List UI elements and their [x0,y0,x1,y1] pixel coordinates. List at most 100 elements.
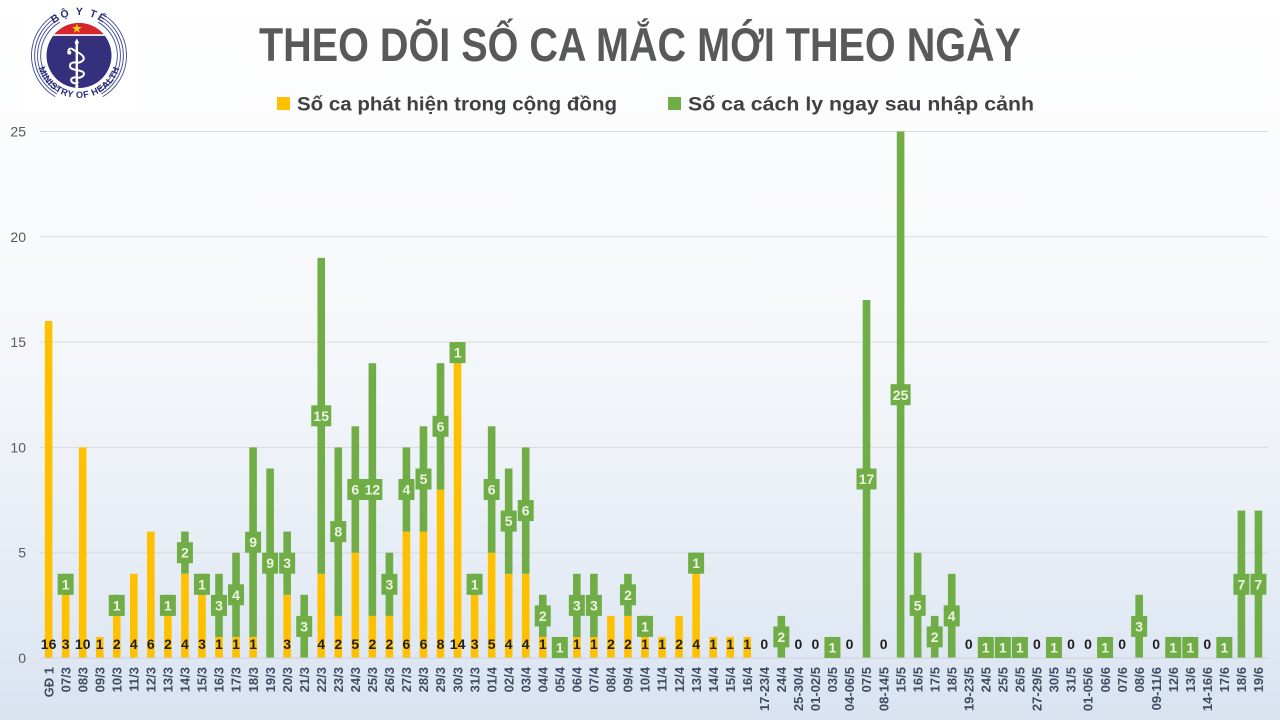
svg-text:3: 3 [215,597,223,613]
svg-text:1: 1 [556,640,564,656]
svg-text:15: 15 [313,408,329,424]
svg-text:1: 1 [249,636,257,652]
svg-text:13/6: 13/6 [1183,667,1198,692]
svg-text:7: 7 [1255,576,1263,592]
svg-text:0: 0 [1033,636,1041,652]
svg-text:17: 17 [859,471,875,487]
svg-text:26/5: 26/5 [1013,667,1028,692]
svg-text:07/4: 07/4 [587,666,602,692]
svg-text:30/3: 30/3 [450,667,465,692]
svg-text:1: 1 [198,576,206,592]
svg-text:07/3: 07/3 [58,667,73,692]
svg-text:29/3: 29/3 [433,667,448,692]
svg-text:02/4: 02/4 [501,666,516,692]
svg-text:11/4: 11/4 [655,666,670,691]
svg-text:01/4: 01/4 [484,666,499,692]
svg-text:03/5: 03/5 [825,667,840,692]
svg-text:5: 5 [18,545,26,561]
svg-text:0: 0 [965,636,973,652]
svg-text:3: 3 [573,597,581,613]
svg-text:1: 1 [1221,640,1229,656]
svg-text:1: 1 [982,640,990,656]
svg-text:5: 5 [351,636,359,652]
svg-text:5: 5 [420,471,428,487]
svg-text:25/5: 25/5 [996,667,1011,692]
svg-text:9: 9 [249,534,257,550]
svg-text:7: 7 [1238,576,1246,592]
svg-text:01-05/6: 01-05/6 [1081,667,1096,711]
svg-text:5: 5 [505,513,513,529]
svg-text:1: 1 [590,636,598,652]
svg-text:16/3: 16/3 [212,667,227,692]
svg-text:5: 5 [488,636,496,652]
svg-text:14/4: 14/4 [706,666,721,692]
svg-text:07/6: 07/6 [1115,667,1130,692]
svg-text:19/6: 19/6 [1251,667,1266,692]
svg-text:2: 2 [386,636,394,652]
svg-text:4: 4 [130,636,138,652]
svg-text:0: 0 [760,636,768,652]
svg-text:21/3: 21/3 [297,667,312,692]
svg-text:09/4: 09/4 [621,666,636,692]
svg-text:15/4: 15/4 [723,666,738,692]
svg-text:14/3: 14/3 [178,667,193,692]
svg-text:05/4: 05/4 [553,666,568,692]
svg-text:3: 3 [471,636,479,652]
svg-text:8: 8 [334,524,342,540]
svg-text:17/3: 17/3 [229,667,244,692]
svg-text:2: 2 [624,587,632,603]
svg-text:28/3: 28/3 [416,667,431,692]
svg-text:3: 3 [1135,618,1143,634]
svg-text:2: 2 [164,636,172,652]
svg-text:0: 0 [1067,636,1075,652]
svg-text:25/3: 25/3 [365,667,380,692]
svg-text:17-23/4: 17-23/4 [757,666,772,711]
svg-text:THEO DÕI SỐ CA MẮC MỚI THEO NG: THEO DÕI SỐ CA MẮC MỚI THEO NGÀY [259,18,1021,71]
svg-text:1: 1 [1186,640,1194,656]
svg-text:23/3: 23/3 [331,667,346,692]
svg-text:4: 4 [948,608,956,624]
svg-text:1: 1 [62,576,70,592]
svg-text:2: 2 [113,636,121,652]
svg-text:6: 6 [522,503,530,519]
svg-text:12: 12 [365,482,381,498]
svg-text:24/4: 24/4 [774,666,789,692]
svg-text:17/5: 17/5 [927,667,942,692]
svg-text:6: 6 [488,482,496,498]
svg-text:07/5: 07/5 [859,667,874,692]
svg-text:6: 6 [147,636,155,652]
svg-text:31/5: 31/5 [1064,667,1079,692]
svg-text:6: 6 [351,482,359,498]
svg-text:3: 3 [386,576,394,592]
svg-text:1: 1 [1050,640,1058,656]
svg-text:10: 10 [10,439,26,455]
svg-text:08/4: 08/4 [604,666,619,692]
svg-text:03/4: 03/4 [518,666,533,692]
svg-text:5: 5 [914,597,922,613]
svg-text:24/3: 24/3 [348,667,363,692]
svg-text:1: 1 [215,636,223,652]
svg-text:1: 1 [743,636,751,652]
svg-text:12/4: 12/4 [672,666,687,692]
svg-text:6: 6 [437,418,445,434]
svg-text:Số ca phát hiện trong cộng đồn: Số ca phát hiện trong cộng đồng [297,95,617,116]
svg-text:1: 1 [641,618,649,634]
svg-text:1: 1 [641,636,649,652]
svg-text:15/3: 15/3 [195,667,210,692]
svg-text:19/3: 19/3 [263,667,278,692]
svg-text:1: 1 [164,597,172,613]
svg-text:0: 0 [1203,636,1211,652]
svg-text:2: 2 [181,545,189,561]
svg-text:1: 1 [1101,640,1109,656]
svg-text:18/6: 18/6 [1234,667,1249,692]
svg-text:09-11/6: 09-11/6 [1149,667,1164,710]
svg-text:20: 20 [10,229,26,245]
svg-text:4: 4 [505,636,513,652]
svg-text:1: 1 [1016,640,1024,656]
svg-text:08/3: 08/3 [75,667,90,692]
svg-text:4: 4 [317,636,325,652]
svg-text:1: 1 [113,597,121,613]
svg-text:08/6: 08/6 [1132,667,1147,692]
svg-text:1: 1 [539,636,547,652]
svg-text:16: 16 [41,636,57,652]
